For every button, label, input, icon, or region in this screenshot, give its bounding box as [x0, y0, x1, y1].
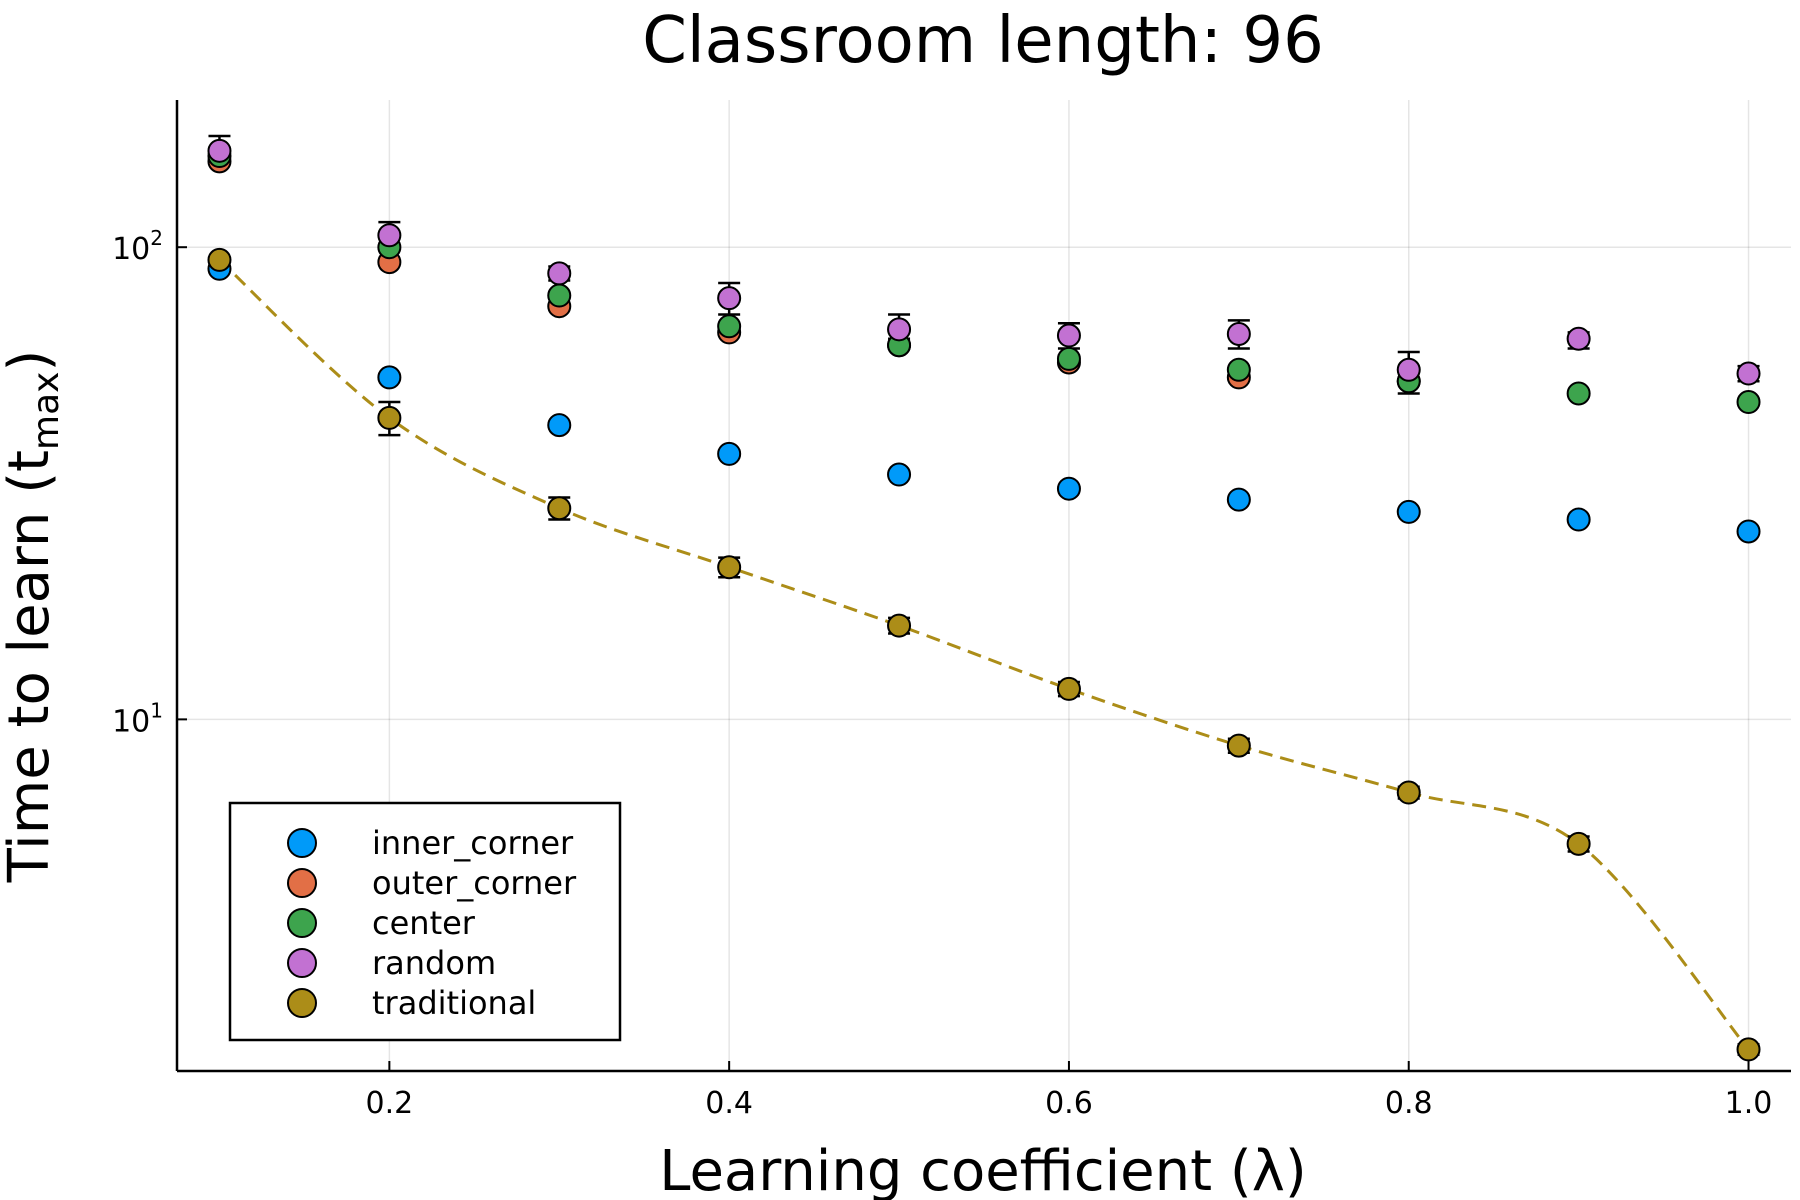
legend-label-center: center [372, 904, 476, 942]
x-tick-label-4: 1.0 [1725, 1086, 1773, 1121]
random-point-6 [1226, 321, 1251, 346]
traditional-point-3 [717, 555, 742, 580]
y-tick-label-1: 102 [112, 226, 163, 267]
inner_corner-point-5 [1056, 476, 1081, 501]
random-point-7 [1396, 357, 1421, 382]
center-series [207, 144, 1761, 415]
points-layer [207, 138, 1761, 1062]
traditional-point-4 [887, 613, 912, 638]
inner_corner-point-6 [1226, 487, 1251, 512]
legend-item-traditional: traditional [287, 984, 536, 1022]
traditional-point-6 [1226, 733, 1251, 758]
random-point-9 [1736, 361, 1761, 386]
center-point-5 [1056, 346, 1081, 371]
inner_corner-point-3 [717, 441, 742, 466]
y-axis-title-main: Time to learn (t [0, 450, 62, 883]
legend-label-inner_corner: inner_corner [372, 824, 574, 862]
inner_corner-point-1 [377, 365, 402, 390]
y-axis-title-end: ) [0, 350, 62, 372]
legend-item-center: center [287, 904, 476, 942]
grid-layer [177, 100, 1791, 1071]
inner_corner-point-8 [1566, 507, 1591, 532]
legend-marker-traditional [287, 988, 317, 1018]
inner_corner-point-7 [1396, 499, 1421, 524]
traditional-trend-line [218, 258, 1750, 1051]
legend-item-random: random [287, 944, 496, 982]
random-point-2 [547, 261, 572, 286]
y-tick-base-0: 10 [112, 704, 150, 739]
traditional-point-9 [1736, 1037, 1761, 1062]
legend-marker-inner_corner [287, 828, 317, 858]
y-tick-base-1: 10 [112, 232, 150, 267]
inner_corner-series [207, 256, 1761, 544]
legend-label-outer_corner: outer_corner [372, 864, 577, 902]
center-point-2 [547, 283, 572, 308]
traditional-point-0 [207, 247, 232, 272]
x-tick-label-2: 0.6 [1045, 1086, 1093, 1121]
center-point-3 [717, 314, 742, 339]
center-point-6 [1226, 357, 1251, 382]
y-tick-label-0: 101 [112, 698, 163, 739]
center-point-9 [1736, 390, 1761, 415]
axes-layer [175, 100, 1791, 1073]
legend-marker-center [287, 908, 317, 938]
legend-item-inner_corner: inner_corner [287, 824, 574, 862]
x-tick-label-0: 0.2 [366, 1086, 414, 1121]
inner_corner-point-9 [1736, 519, 1761, 544]
traditional-series [207, 247, 1761, 1062]
outer_corner-series [207, 149, 1421, 394]
legend: inner_cornerouter_cornercenterrandomtrad… [228, 801, 622, 1042]
random-point-8 [1566, 326, 1591, 351]
traditional-point-2 [547, 496, 572, 521]
traditional-point-1 [377, 405, 402, 430]
random-point-5 [1056, 323, 1081, 348]
trend-layer [218, 258, 1750, 1051]
y-tick-exponent-0: 1 [150, 698, 163, 722]
traditional-point-7 [1396, 780, 1421, 805]
random-point-4 [887, 317, 912, 342]
inner_corner-point-2 [547, 413, 572, 438]
x-axis-title: Learning coefficient (λ) [659, 1139, 1306, 1200]
chart-title: Classroom length: 96 [642, 4, 1324, 78]
inner_corner-point-4 [887, 462, 912, 487]
legend-marker-outer_corner [287, 868, 317, 898]
legend-label-random: random [372, 944, 496, 982]
x-tick-label-1: 0.4 [705, 1086, 753, 1121]
random-point-3 [717, 286, 742, 311]
random-series [207, 138, 1761, 386]
y-tick-exponent-1: 2 [150, 226, 163, 250]
y-axis-title-subscript: max [26, 372, 67, 450]
legend-item-outer_corner: outer_corner [287, 864, 577, 902]
random-point-0 [207, 138, 232, 163]
center-point-8 [1566, 381, 1591, 406]
y-axis-title: Time to learn (tmax) [0, 350, 67, 884]
x-tick-label-3: 0.8 [1385, 1086, 1433, 1121]
random-point-1 [377, 223, 402, 248]
legend-items: inner_cornerouter_cornercenterrandomtrad… [287, 824, 577, 1022]
traditional-point-5 [1056, 676, 1081, 701]
legend-marker-random [287, 948, 317, 978]
traditional-point-8 [1566, 831, 1591, 856]
legend-label-traditional: traditional [372, 984, 536, 1022]
